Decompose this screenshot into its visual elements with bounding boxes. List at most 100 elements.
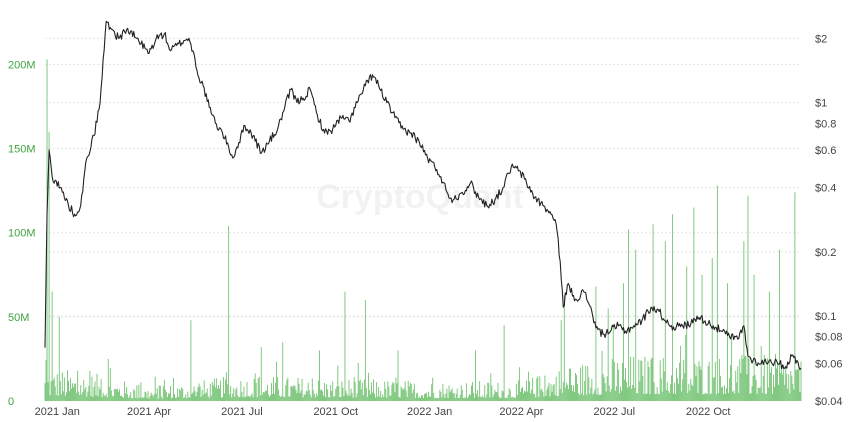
volume-bar <box>733 390 735 401</box>
volume-bar <box>741 355 743 401</box>
volume-bar <box>356 393 358 401</box>
volume-bar <box>118 391 119 401</box>
volume-bar <box>768 291 770 401</box>
volume-bar <box>278 389 280 401</box>
volume-bar <box>344 291 346 401</box>
volume-bar <box>641 360 643 401</box>
volume-bar <box>589 393 591 401</box>
volume-bar <box>608 385 610 401</box>
volume-bar <box>310 397 312 401</box>
volume-bar <box>266 384 268 401</box>
x-axis-tick-label: 2021 Jan <box>35 406 80 418</box>
volume-bar <box>334 395 336 401</box>
volume-bar <box>210 395 212 401</box>
volume-bar <box>125 393 127 401</box>
volume-bar <box>754 374 756 401</box>
volume-bar <box>755 380 757 401</box>
volume-bar <box>135 397 137 401</box>
volume-bar <box>328 397 330 401</box>
volume-bar <box>162 386 164 401</box>
volume-bar <box>124 381 126 401</box>
volume-bar <box>80 384 82 401</box>
volume-bar <box>572 391 573 401</box>
volume-bar <box>251 393 253 401</box>
volume-bar <box>731 333 733 401</box>
volume-bar <box>576 374 577 401</box>
volume-bar <box>274 394 276 401</box>
volume-bar <box>322 391 323 401</box>
volume-bar <box>525 391 526 401</box>
volume-bar <box>114 388 116 401</box>
volume-bar <box>376 381 378 401</box>
volume-bar <box>798 366 800 401</box>
volume-bar <box>284 396 286 401</box>
volume-bar <box>307 382 309 401</box>
left-axis-tick-label: 200M <box>8 59 36 71</box>
volume-bar <box>265 390 267 401</box>
watermark-text: CryptoQuant <box>316 178 524 216</box>
volume-bar <box>559 388 561 401</box>
volume-bar <box>676 368 677 401</box>
volume-bar <box>137 398 139 401</box>
volume-bar <box>467 396 469 401</box>
volume-bar <box>89 370 91 401</box>
volume-bar <box>387 381 389 401</box>
volume-bar <box>449 392 451 401</box>
volume-bar <box>494 389 496 401</box>
volume-bar <box>508 388 510 401</box>
volume-bar <box>273 377 274 401</box>
volume-bar <box>110 390 112 401</box>
volume-bar <box>795 369 797 401</box>
volume-bar <box>318 350 320 401</box>
volume-bar <box>450 390 452 401</box>
volume-bar <box>537 376 539 401</box>
volume-bar <box>399 397 401 401</box>
volume-bar <box>658 394 660 401</box>
volume-bar <box>320 390 321 401</box>
volume-bar <box>360 389 362 401</box>
volume-bar <box>760 346 762 401</box>
volume-bar <box>679 362 681 401</box>
volume-bar <box>158 385 160 401</box>
volume-bar <box>311 378 313 401</box>
volume-bar <box>280 396 282 401</box>
volume-bar <box>575 372 576 401</box>
volume-bar <box>256 397 258 401</box>
volume-bar <box>644 356 646 401</box>
volume-bar <box>459 394 461 401</box>
volume-bar <box>536 378 538 401</box>
volume-bar <box>766 358 768 401</box>
volume-bar <box>455 394 457 401</box>
volume-bar <box>677 378 679 401</box>
volume-bar <box>597 387 599 401</box>
volume-bar <box>271 383 272 401</box>
volume-bar <box>499 398 501 401</box>
volume-bar <box>332 381 334 401</box>
volume-bar <box>181 387 183 401</box>
left-axis-tick-label: 50M <box>8 312 29 324</box>
volume-bar <box>555 376 557 401</box>
volume-bar <box>521 388 522 401</box>
volume-bar <box>60 394 62 401</box>
right-axis-tick-label: $0.06 <box>815 358 843 370</box>
volume-bar <box>421 395 422 401</box>
volume-bar <box>600 394 602 401</box>
x-axis: 2021 Jan 2021 Apr 2021 Jul 2021 Oct 2022 Jan… <box>35 406 731 418</box>
volume-bar <box>73 387 75 401</box>
volume-bar <box>793 389 795 401</box>
volume-bar <box>187 391 189 401</box>
volume-bar <box>178 396 180 401</box>
volume-bar <box>487 382 489 401</box>
volume-bar <box>234 396 236 401</box>
volume-bar <box>695 376 697 401</box>
volume-bar <box>126 387 128 401</box>
volume-bar <box>101 397 103 401</box>
volume-bar <box>438 398 440 401</box>
volume-bar <box>211 381 213 401</box>
volume-bar <box>198 383 200 401</box>
volume-bar <box>257 378 259 401</box>
volume-bar <box>142 397 144 401</box>
volume-bar <box>632 384 634 401</box>
volume-bar <box>720 387 722 401</box>
volume-bar <box>47 382 49 401</box>
